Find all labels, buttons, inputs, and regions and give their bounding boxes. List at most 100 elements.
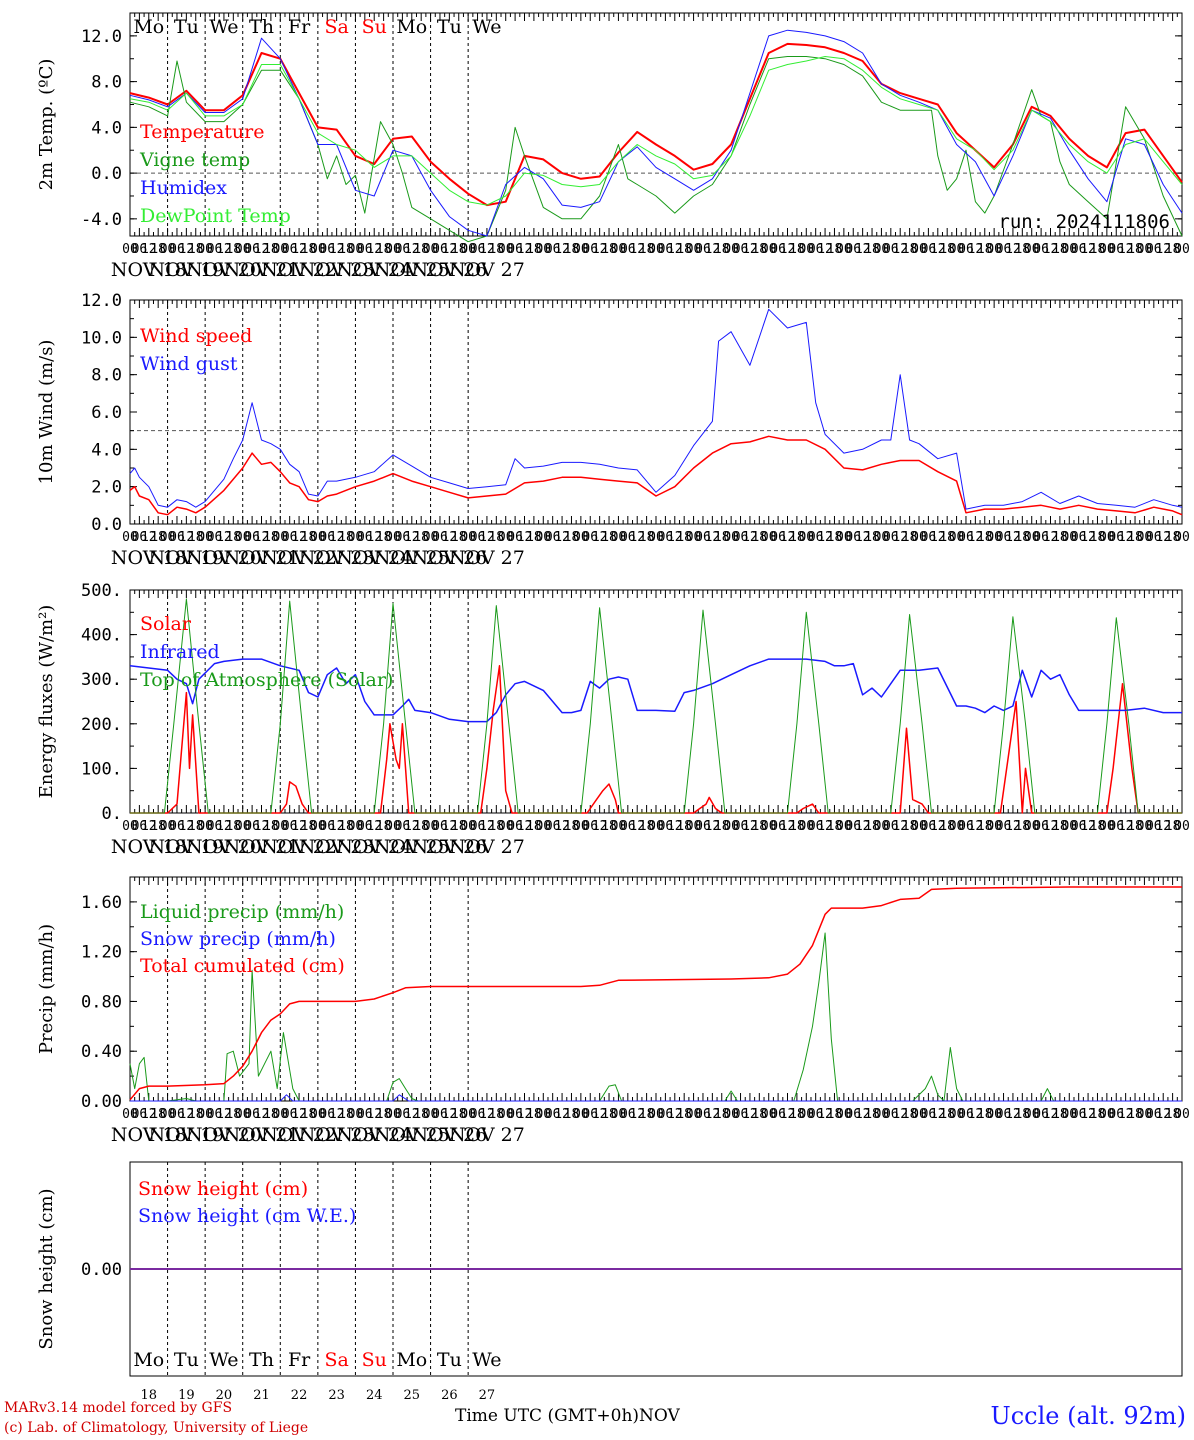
- weekday-label-top: Fr: [288, 16, 311, 38]
- precip-hour-label: 06: [658, 1107, 674, 1122]
- energy-date-label: NOV 25: [374, 836, 450, 858]
- wind-hour-label: 06: [658, 530, 674, 545]
- energy-hour-label: 00: [1024, 819, 1040, 834]
- wind-hour-label: 00: [235, 530, 251, 545]
- wind-hour-label: 12: [216, 530, 232, 545]
- precip-hour-label: 00: [348, 1107, 364, 1122]
- weekday-label-top: We: [209, 16, 238, 38]
- energy-hour-label: 06: [883, 819, 899, 834]
- weekday-label-top: We: [472, 16, 501, 38]
- energy-hour-label: 18: [451, 819, 467, 834]
- precip-hour-label: 06: [1108, 1107, 1124, 1122]
- temperature-y-tick-label: 4.0: [91, 118, 122, 138]
- wind-hour-label: 18: [601, 530, 617, 545]
- temperature-hour-label: 12: [1043, 242, 1059, 257]
- wind-hour-label: 00: [874, 530, 890, 545]
- energy-hour-label: 00: [686, 819, 702, 834]
- precip-hour-label: 00: [122, 1107, 138, 1122]
- energy-hour-label: 18: [263, 819, 279, 834]
- precip-hour-label: 12: [742, 1107, 758, 1122]
- wind-hour-label: 00: [1174, 530, 1190, 545]
- precip-series-snow-precip-mm-h-: [130, 1094, 1182, 1102]
- energy-hour-label: 00: [648, 819, 664, 834]
- precip-y-tick-label: 0.80: [81, 992, 122, 1012]
- wind-date-label: NOV 21: [224, 547, 300, 569]
- day-number-label: 18: [141, 1388, 158, 1403]
- precip-hour-label: 12: [817, 1107, 833, 1122]
- temperature-hour-label: 00: [611, 242, 627, 257]
- wind-hour-label: 18: [714, 530, 730, 545]
- wind-hour-label: 18: [338, 530, 354, 545]
- temperature-hour-label: 06: [1033, 242, 1049, 257]
- wind-hour-label: 12: [742, 530, 758, 545]
- precip-hour-label: 12: [855, 1107, 871, 1122]
- temperature-hour-label: 06: [395, 242, 411, 257]
- energy-hour-label: 06: [958, 819, 974, 834]
- precip-hour-label: 18: [789, 1107, 805, 1122]
- energy-hour-label: 00: [611, 819, 627, 834]
- temperature-hour-label: 00: [761, 242, 777, 257]
- energy-date-label: NOV 24: [336, 836, 412, 858]
- precip-hour-label: 06: [958, 1107, 974, 1122]
- precip-hour-label: 18: [864, 1107, 880, 1122]
- wind-date-label: NOV 24: [336, 547, 412, 569]
- precip-hour-label: 18: [827, 1107, 843, 1122]
- wind-hour-label: 00: [686, 530, 702, 545]
- temperature-hour-label: 06: [132, 242, 148, 257]
- energy-legend-item: Solar: [140, 613, 192, 635]
- energy-hour-label: 00: [723, 819, 739, 834]
- energy-hour-label: 12: [930, 819, 946, 834]
- temperature-hour-label: 00: [798, 242, 814, 257]
- weekday-label-top: Mo: [133, 16, 164, 38]
- temperature-hour-label: 12: [329, 242, 345, 257]
- energy-hour-label: 00: [798, 819, 814, 834]
- precip-legend-item: Total cumulated (cm): [140, 955, 345, 977]
- temperature-hour-label: 06: [883, 242, 899, 257]
- temperature-hour-label: 18: [451, 242, 467, 257]
- precip-hour-label: 18: [1014, 1107, 1030, 1122]
- energy-hour-label: 12: [592, 819, 608, 834]
- precip-hour-label: 12: [1043, 1107, 1059, 1122]
- energy-hour-label: 18: [564, 819, 580, 834]
- wind-hour-label: 12: [141, 530, 157, 545]
- precip-hour-label: 12: [667, 1107, 683, 1122]
- precip-hour-label: 06: [395, 1107, 411, 1122]
- temperature-hour-label: 06: [1146, 242, 1162, 257]
- wind-hour-label: 18: [376, 530, 392, 545]
- weekday-label-bottom: Tu: [174, 1349, 199, 1371]
- temperature-hour-label: 12: [366, 242, 382, 257]
- precip-hour-label: 06: [282, 1107, 298, 1122]
- precip-hour-label: 12: [366, 1107, 382, 1122]
- temperature-hour-label: 18: [864, 242, 880, 257]
- wind-hour-label: 06: [545, 530, 561, 545]
- temperature-y-tick-label: 8.0: [91, 73, 122, 93]
- wind-hour-label: 06: [620, 530, 636, 545]
- precip-series-total-cumulated-cm-: [129, 886, 1182, 1101]
- energy-hour-label: 18: [601, 819, 617, 834]
- precip-hour-label: 12: [1155, 1107, 1171, 1122]
- wind-hour-label: 06: [808, 530, 824, 545]
- energy-hour-label: 00: [573, 819, 589, 834]
- wind-hour-label: 00: [1099, 530, 1115, 545]
- wind-hour-label: 12: [1080, 530, 1096, 545]
- energy-hour-label: 12: [141, 819, 157, 834]
- wind-hour-label: 00: [648, 530, 664, 545]
- energy-hour-label: 12: [442, 819, 458, 834]
- lab-credit-text: (c) Lab. of Climatology, University of L…: [4, 1420, 309, 1436]
- energy-hour-label: 06: [132, 819, 148, 834]
- energy-hour-label: 18: [977, 819, 993, 834]
- wind-hour-label: 00: [611, 530, 627, 545]
- energy-hour-label: 00: [235, 819, 251, 834]
- energy-hour-label: 12: [554, 819, 570, 834]
- temperature-hour-label: 06: [432, 242, 448, 257]
- temperature-hour-label: 06: [545, 242, 561, 257]
- temperature-hour-label: 18: [1090, 242, 1106, 257]
- temperature-hour-label: 18: [526, 242, 542, 257]
- energy-hour-label: 12: [817, 819, 833, 834]
- temperature-hour-label: 00: [310, 242, 326, 257]
- wind-y-tick-label: 0.0: [91, 515, 122, 535]
- temperature-hour-label: 12: [968, 242, 984, 257]
- wind-hour-label: 12: [254, 530, 270, 545]
- temperature-date-label: NOV 20: [186, 259, 262, 281]
- x-axis-title-text: Time UTC (GMT+0h): [455, 1406, 640, 1426]
